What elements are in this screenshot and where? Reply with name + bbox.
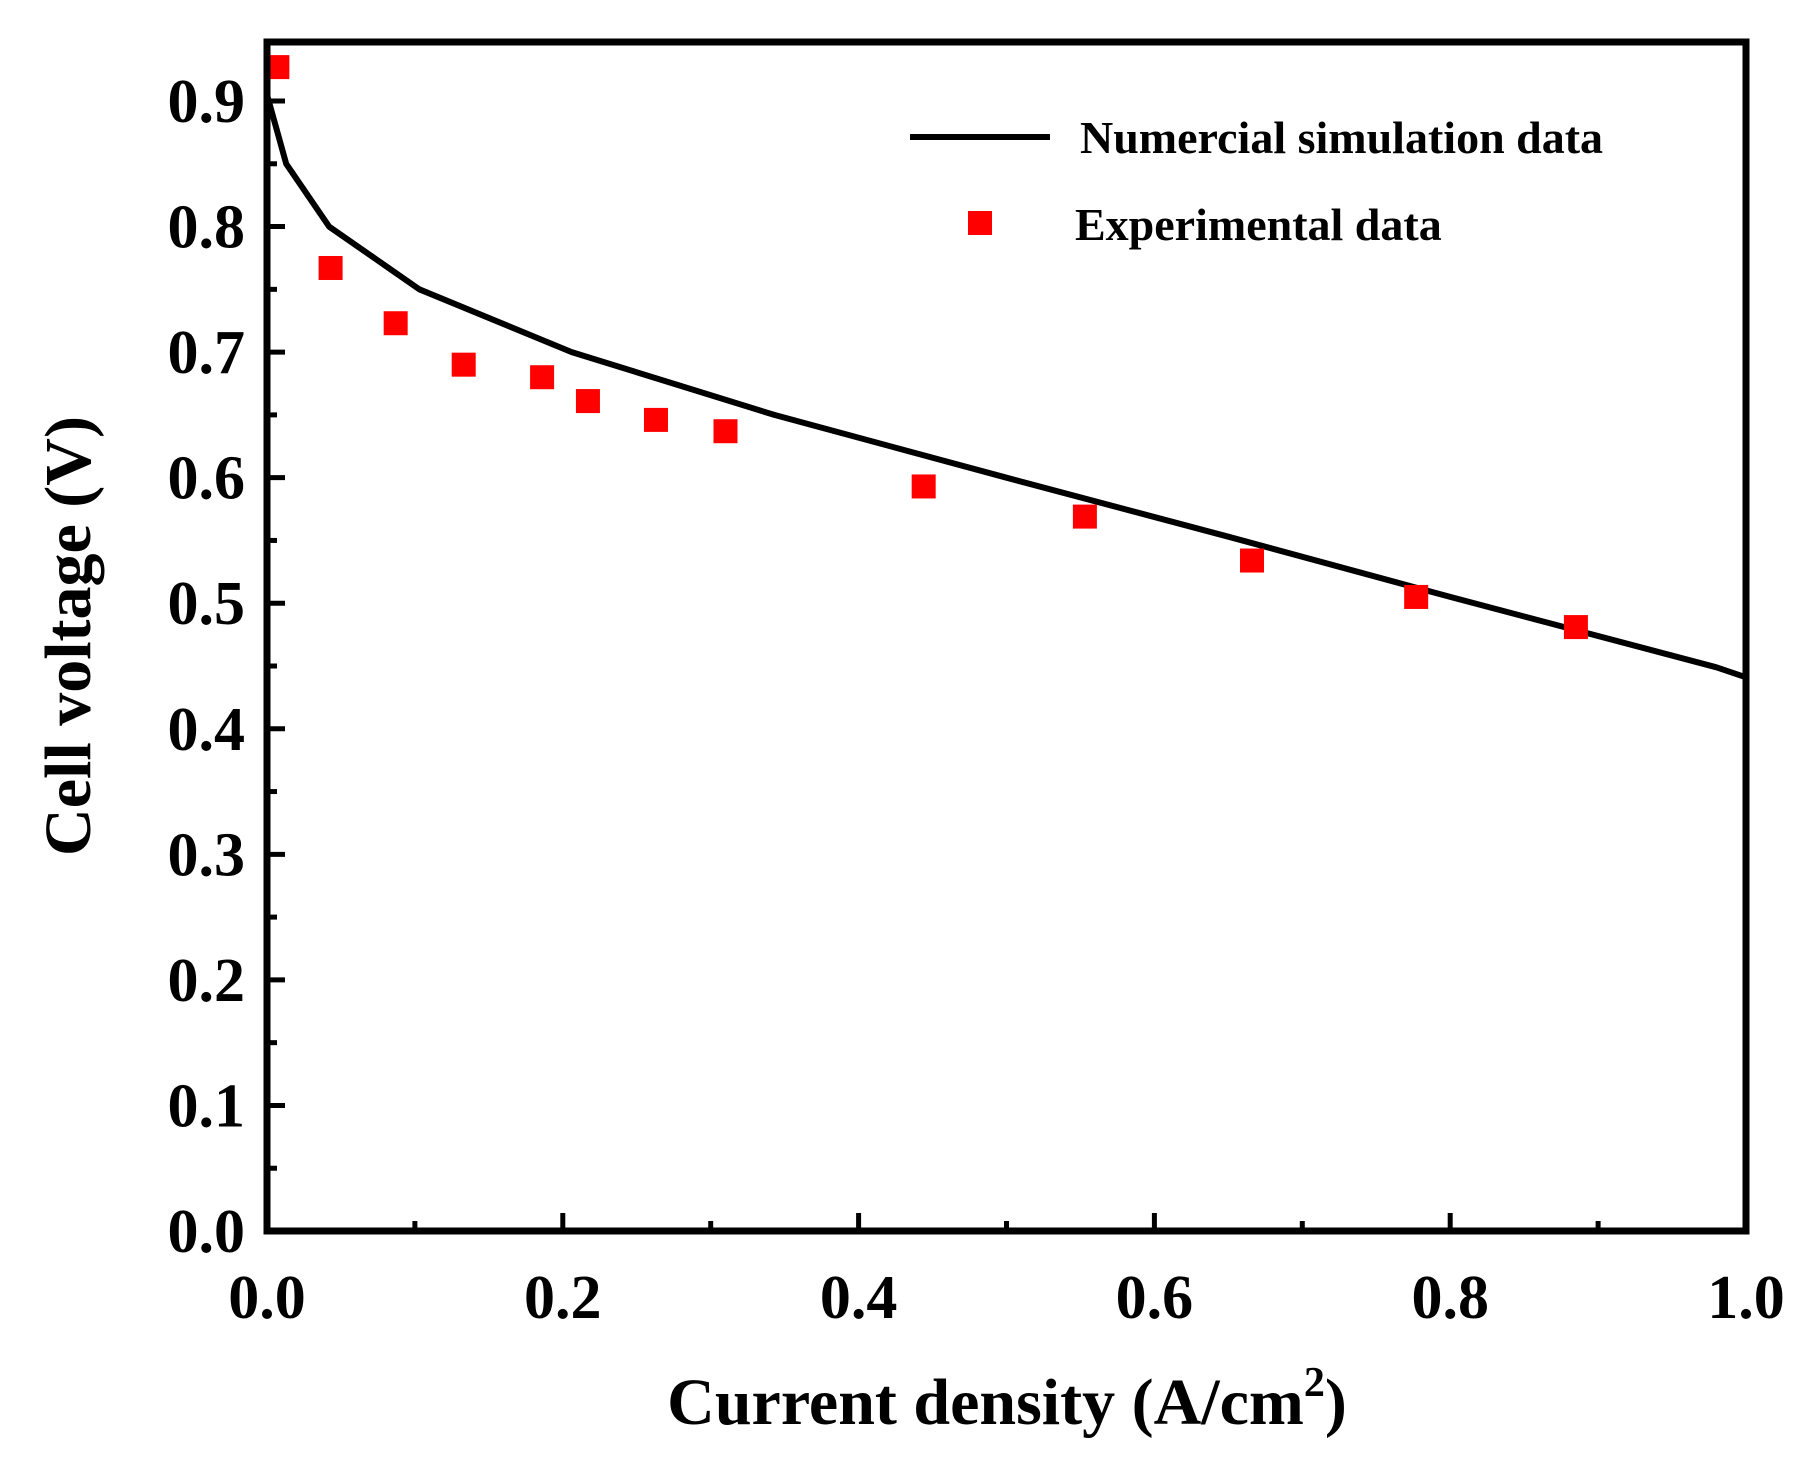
legend: Numercial simulation data Experimental da…: [910, 112, 1603, 250]
y-tick-label: 0.9: [168, 68, 246, 136]
y-tick-label: 0.4: [168, 696, 246, 764]
experimental-point: [643, 407, 668, 432]
y-tick-label: 0.0: [168, 1198, 246, 1266]
x-tick-label: 0.4: [820, 1264, 898, 1332]
experimental-point: [383, 311, 408, 336]
x-tick-label: 0.2: [524, 1264, 602, 1332]
y-tick-label: 0.3: [168, 821, 246, 889]
x-tick-label: 0.0: [228, 1264, 306, 1332]
y-tick-label: 0.1: [168, 1072, 246, 1140]
experimental-point: [1240, 548, 1265, 573]
y-tick-label: 0.5: [168, 570, 246, 638]
legend-marker-swatch: [968, 211, 992, 235]
x-axis-title: Current density (A/cm2): [667, 1360, 1347, 1439]
experimental-point: [911, 474, 936, 499]
experimental-point: [575, 389, 600, 414]
ticks-layer: 0.0 0.2 0.4 0.6 0.8 1.0 0.0 0.1 0.2 0.3 0.4 0.5 0.6 0…: [168, 68, 1785, 1332]
experimental-point: [1404, 584, 1429, 609]
plot-frame: [263, 38, 1750, 1235]
y-tick-label: 0.7: [168, 319, 246, 387]
experimental-point: [1072, 504, 1097, 529]
x-tick-label: 1.0: [1707, 1264, 1785, 1332]
y-axis-title: Cell voltage (V): [32, 416, 105, 856]
experimental-point: [713, 419, 738, 444]
y-tick-label: 0.6: [168, 445, 246, 513]
x-tick-label: 0.6: [1116, 1264, 1194, 1332]
legend-label-experimental: Experimental data: [1075, 199, 1442, 250]
experimental-point: [1563, 615, 1588, 640]
experimental-point: [530, 365, 555, 390]
experimental-point: [318, 255, 343, 280]
y-tick-label: 0.2: [168, 947, 246, 1015]
y-tick-label: 0.8: [168, 194, 246, 262]
legend-label-simulation: Numercial simulation data: [1080, 112, 1603, 163]
x-tick-label: 0.8: [1411, 1264, 1489, 1332]
simulation-line: [264, 93, 1747, 681]
series-layer: [264, 55, 1747, 681]
experimental-point: [451, 352, 476, 377]
